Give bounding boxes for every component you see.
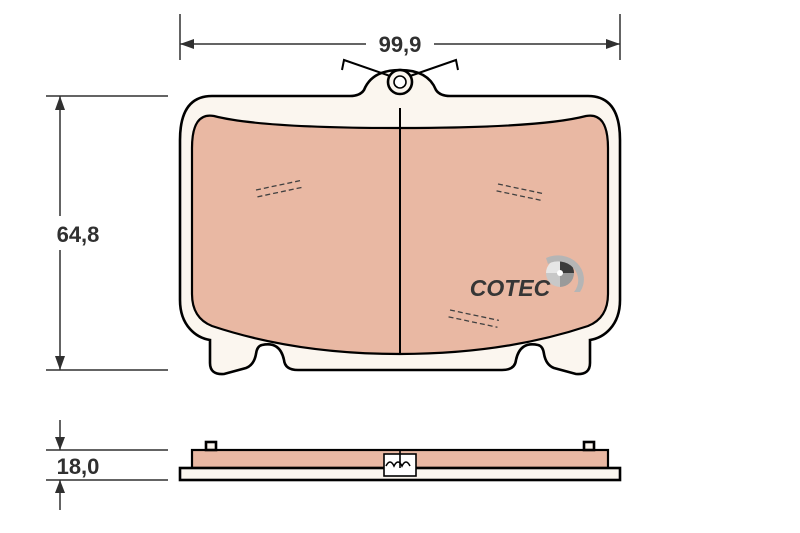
dim-width-label: 99,9 <box>379 32 422 57</box>
dim-width: 99,9 <box>180 14 620 60</box>
dim-height-label: 64,8 <box>57 222 100 247</box>
dim-thick: 18,0 <box>46 420 168 510</box>
front-view: COTEC <box>180 60 620 374</box>
side-view <box>180 442 620 480</box>
clip-bolt-inner <box>394 76 406 88</box>
dim-height: 64,8 <box>46 96 168 370</box>
brake-pad-drawing: 99,9 64,8 18,0 <box>0 0 800 533</box>
cotec-logo-text: COTEC <box>470 275 551 301</box>
dim-thick-label: 18,0 <box>57 454 100 479</box>
